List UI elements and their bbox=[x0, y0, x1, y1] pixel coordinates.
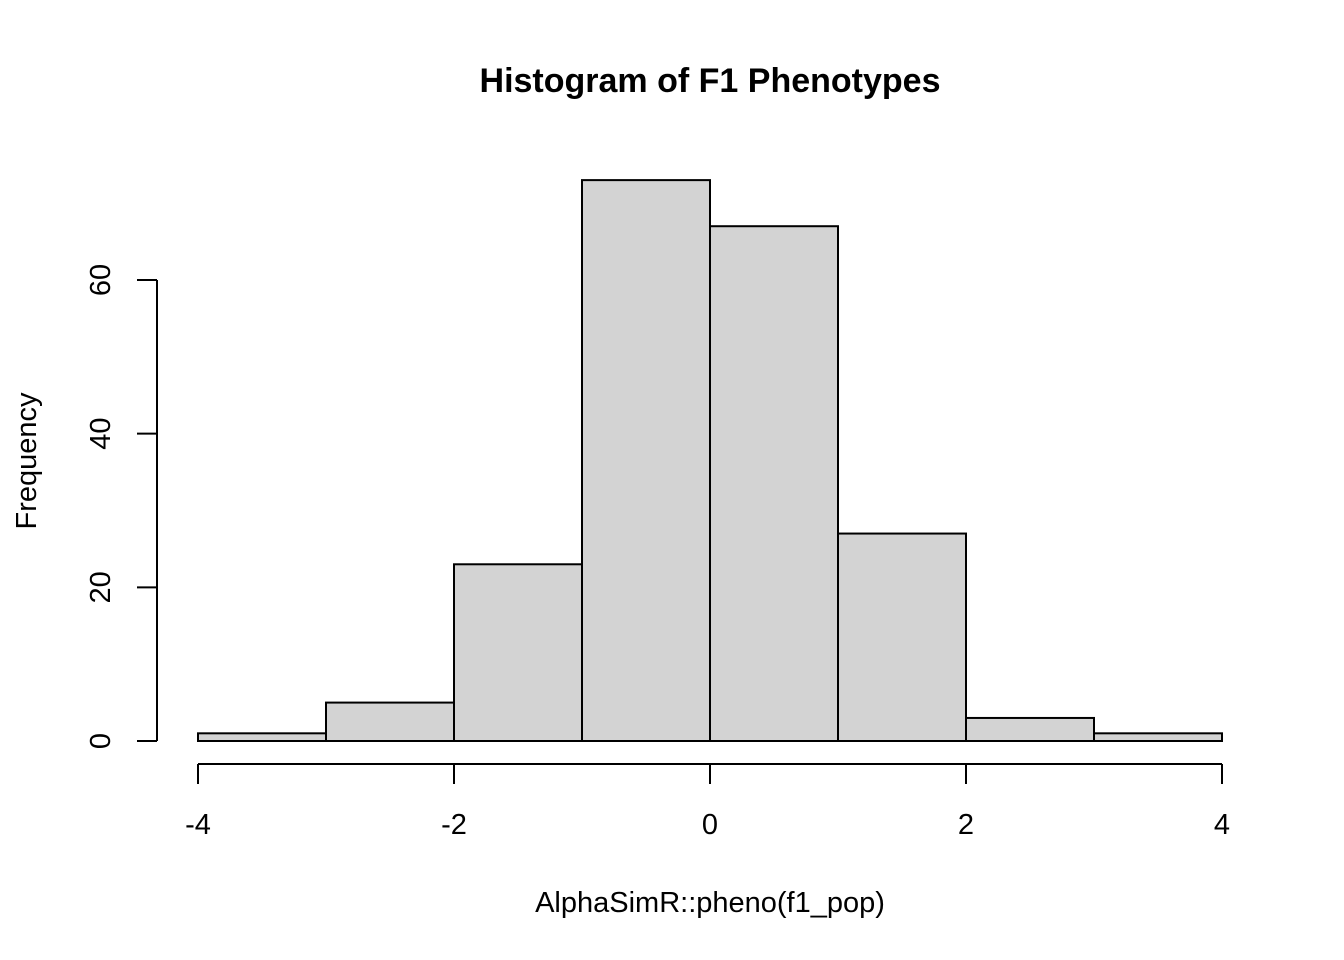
y-axis: 0 20 40 60 bbox=[85, 264, 158, 749]
y-tick-label-40: 40 bbox=[85, 418, 117, 450]
histogram-bar-6 bbox=[965, 716, 1095, 743]
chart-title: Histogram of F1 Phenotypes bbox=[480, 62, 941, 100]
x-tick-label-0: 0 bbox=[702, 809, 718, 841]
x-axis-label: AlphaSimR::pheno(f1_pop) bbox=[535, 887, 885, 919]
x-tick-label-4: 4 bbox=[1214, 809, 1230, 841]
histogram-bar-2 bbox=[453, 563, 583, 742]
histogram-bar-7 bbox=[1093, 732, 1223, 742]
x-tick-label--4: -4 bbox=[185, 809, 211, 841]
histogram-bar-5 bbox=[837, 532, 967, 742]
y-tick-label-0: 0 bbox=[85, 733, 117, 749]
histogram-bar-3 bbox=[581, 179, 711, 743]
x-tick-label-2: 2 bbox=[958, 809, 974, 841]
y-tick-label-60: 60 bbox=[85, 264, 117, 296]
x-axis: -4 -2 0 2 4 bbox=[185, 763, 1230, 841]
histogram-bar-0 bbox=[197, 732, 327, 742]
y-axis-label: Frequency bbox=[11, 392, 43, 530]
y-tick-label-20: 20 bbox=[85, 571, 117, 603]
x-tick-label--2: -2 bbox=[441, 809, 467, 841]
histogram-bar-1 bbox=[325, 701, 455, 742]
bars-group bbox=[197, 179, 1223, 743]
histogram-bar-4 bbox=[709, 225, 839, 742]
